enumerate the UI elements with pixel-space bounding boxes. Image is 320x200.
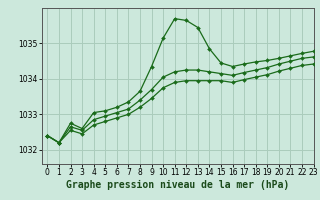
X-axis label: Graphe pression niveau de la mer (hPa): Graphe pression niveau de la mer (hPa) — [66, 180, 289, 190]
